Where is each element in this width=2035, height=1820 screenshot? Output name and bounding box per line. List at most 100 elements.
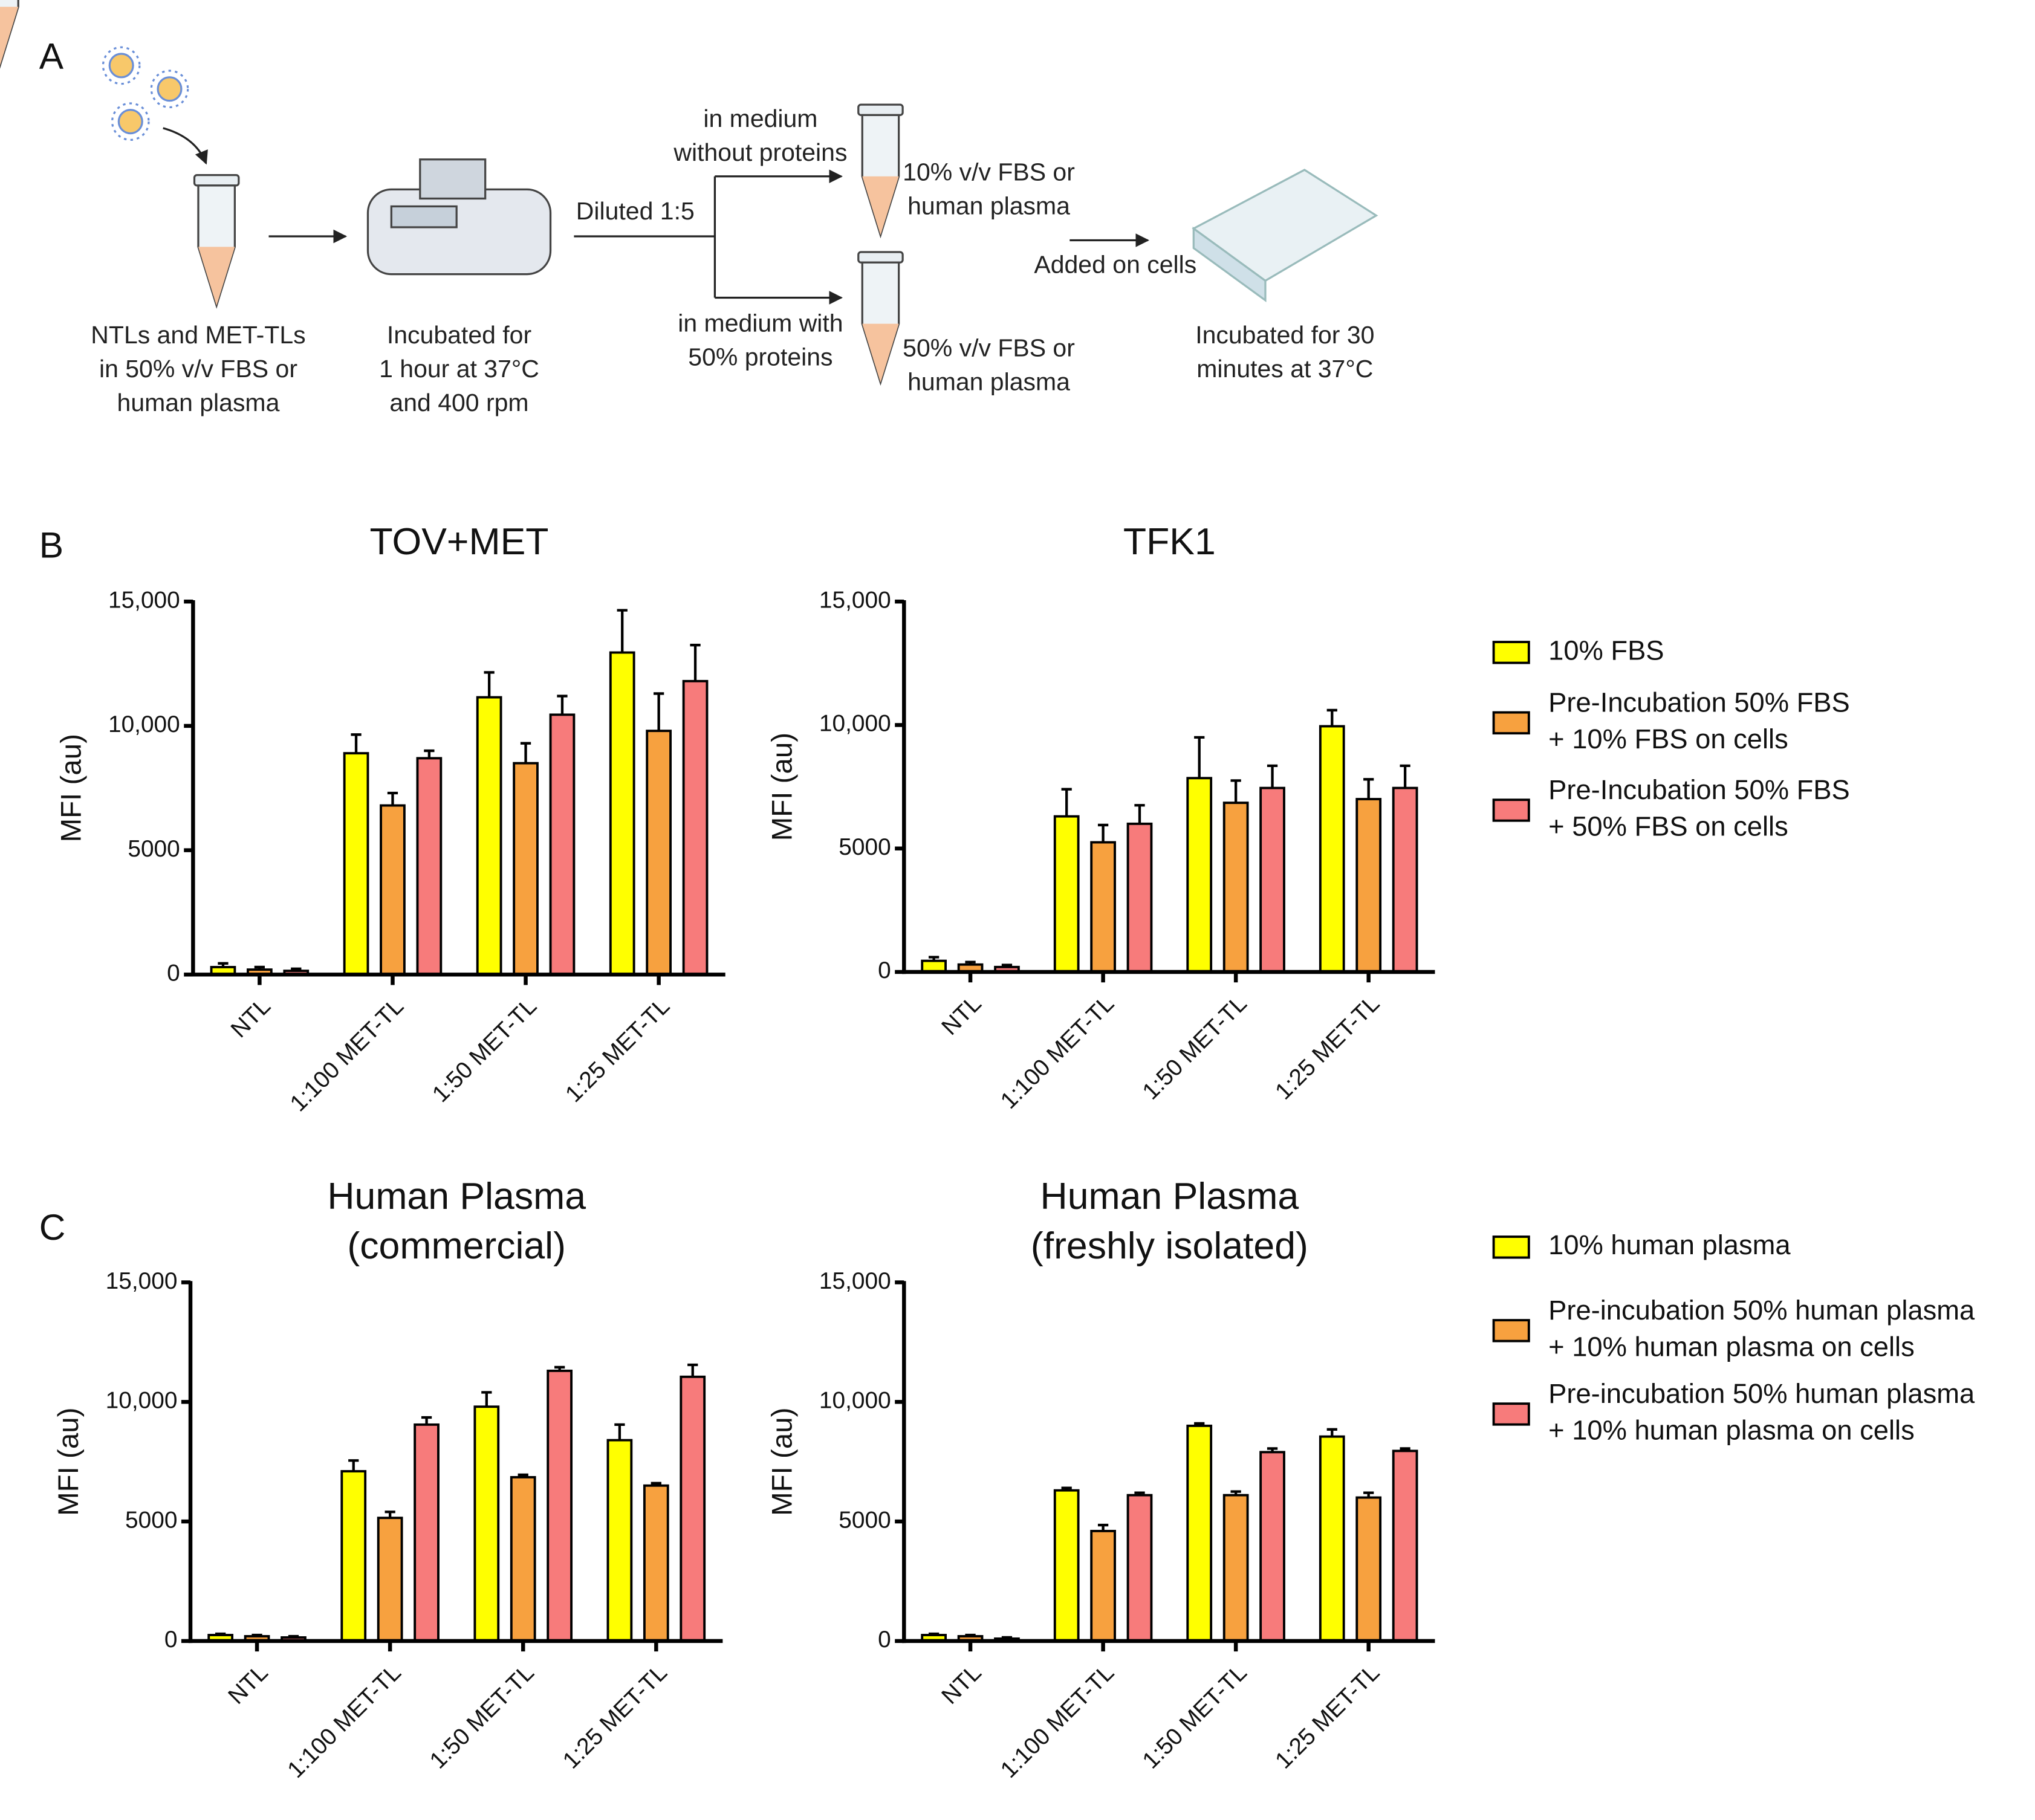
error-bar bbox=[351, 733, 362, 754]
error-bar bbox=[252, 1633, 262, 1637]
bar bbox=[1126, 822, 1153, 973]
bar bbox=[513, 762, 539, 976]
y-tick-label: 5000 bbox=[839, 834, 891, 860]
bar bbox=[1053, 815, 1080, 973]
diagram-label: and 400 rpm bbox=[389, 389, 528, 416]
y-tick-label: 5000 bbox=[839, 1507, 891, 1533]
bar bbox=[1126, 1494, 1153, 1642]
error-bar bbox=[554, 1365, 565, 1371]
error-bar bbox=[348, 1459, 359, 1472]
error-bar bbox=[518, 1473, 528, 1477]
bar bbox=[1355, 798, 1382, 973]
diagram-label: NTLs and MET-TLs bbox=[91, 321, 305, 349]
y-axis-label: MFI (au) bbox=[766, 733, 798, 841]
diagram-label: human plasma bbox=[907, 192, 1070, 219]
y-tick-label: 15,000 bbox=[819, 1268, 891, 1294]
y-tick-label: 15,000 bbox=[106, 1268, 178, 1294]
error-bar bbox=[215, 1632, 226, 1636]
bar bbox=[343, 752, 369, 976]
y-axis-label: MFI (au) bbox=[55, 734, 87, 842]
error-bar bbox=[1400, 764, 1410, 788]
diagram-label: 50% v/v FBS or bbox=[903, 334, 1075, 362]
legend-swatch bbox=[1492, 798, 1530, 822]
legend-swatch bbox=[1492, 1235, 1530, 1259]
error-bar bbox=[1001, 1636, 1013, 1639]
diagram-label: Added on cells bbox=[1034, 251, 1196, 279]
x-tick-label: 1:50 MET-TL bbox=[1138, 1660, 1252, 1774]
bar bbox=[1222, 1494, 1249, 1642]
error-bar bbox=[617, 609, 628, 653]
legend-label: Pre-incubation 50% human plasma + 10% hum… bbox=[1548, 1378, 1975, 1445]
error-bar bbox=[1061, 788, 1072, 817]
error-bar bbox=[1230, 1490, 1241, 1495]
error-bar bbox=[1001, 963, 1013, 967]
x-tick-label: 1:100 MET-TL bbox=[282, 1660, 406, 1783]
error-bar bbox=[288, 1634, 299, 1638]
x-tick-label: 1:100 MET-TL bbox=[285, 993, 409, 1116]
y-tick-label: 10,000 bbox=[819, 711, 891, 737]
error-bar bbox=[965, 1633, 976, 1637]
error-bar bbox=[1097, 823, 1109, 843]
error-bar bbox=[291, 967, 302, 971]
error-bar bbox=[654, 692, 664, 731]
chart-title: (commercial) bbox=[347, 1225, 565, 1267]
diagram-label: Incubated for bbox=[387, 321, 531, 349]
diagram-label: Incubated for 30 bbox=[1195, 321, 1374, 349]
x-tick-label: NTL bbox=[223, 1660, 273, 1709]
error-bar bbox=[481, 1391, 492, 1407]
bar bbox=[1392, 1449, 1418, 1642]
legend-swatch bbox=[1492, 1402, 1530, 1426]
x-tick-label: 1:50 MET-TL bbox=[427, 993, 542, 1107]
chart-title: Human Plasma bbox=[1040, 1175, 1299, 1217]
panel-label: C bbox=[39, 1206, 66, 1248]
error-bar bbox=[421, 1416, 432, 1425]
bar bbox=[1355, 1496, 1382, 1642]
legend-label: 10% FBS bbox=[1548, 635, 1664, 665]
bar bbox=[416, 757, 443, 976]
bar bbox=[476, 696, 502, 976]
diagram-label: 10% v/v FBS or bbox=[903, 158, 1075, 186]
y-tick-label: 5000 bbox=[125, 1507, 177, 1533]
error-bar bbox=[1194, 1422, 1205, 1426]
error-bar bbox=[929, 1632, 940, 1636]
y-axis-label: MFI (au) bbox=[53, 1408, 85, 1516]
bar bbox=[1053, 1489, 1080, 1642]
bar bbox=[510, 1475, 536, 1642]
error-bar bbox=[484, 671, 495, 698]
error-bar bbox=[1194, 736, 1205, 779]
x-tick-label: 1:25 MET-TL bbox=[1270, 991, 1384, 1105]
chart-title: TOV+MET bbox=[369, 520, 548, 563]
error-bar bbox=[1363, 1491, 1374, 1498]
y-tick-label: 0 bbox=[878, 957, 891, 983]
bar bbox=[473, 1405, 500, 1642]
error-bar bbox=[687, 1363, 698, 1377]
y-axis-label: MFI (au) bbox=[766, 1408, 798, 1516]
bar bbox=[1090, 841, 1116, 973]
diagram-label: in 50% v/v FBS or bbox=[99, 355, 297, 383]
error-bar bbox=[520, 742, 531, 763]
bar bbox=[547, 1369, 573, 1642]
diagram-label: human plasma bbox=[117, 389, 280, 416]
legend-label: Pre-Incubation 50% FBS + 10% FBS on cells bbox=[1548, 687, 1850, 754]
y-tick-label: 0 bbox=[878, 1627, 891, 1653]
bar bbox=[340, 1470, 367, 1642]
bar bbox=[606, 1439, 633, 1642]
bar bbox=[1259, 1451, 1285, 1642]
panel-label: A bbox=[39, 36, 64, 77]
y-tick-label: 0 bbox=[164, 1627, 178, 1653]
legend-label: Pre-incubation 50% human plasma + 10% hum… bbox=[1548, 1295, 1975, 1362]
legend-swatch bbox=[1492, 641, 1530, 664]
diagram-label: without proteins bbox=[673, 138, 847, 166]
diagram-art bbox=[0, 0, 1378, 384]
error-bar bbox=[614, 1423, 625, 1440]
legend-swatch bbox=[1492, 711, 1530, 735]
chart-title: Human Plasma bbox=[327, 1175, 586, 1217]
bar bbox=[1319, 725, 1345, 973]
diagram-label: 50% proteins bbox=[688, 343, 832, 371]
error-bar bbox=[651, 1482, 661, 1486]
error-bar bbox=[1097, 1523, 1109, 1531]
error-bar bbox=[385, 1511, 395, 1518]
error-bar bbox=[1230, 779, 1241, 803]
error-bar bbox=[1267, 764, 1278, 788]
bar bbox=[646, 730, 672, 976]
